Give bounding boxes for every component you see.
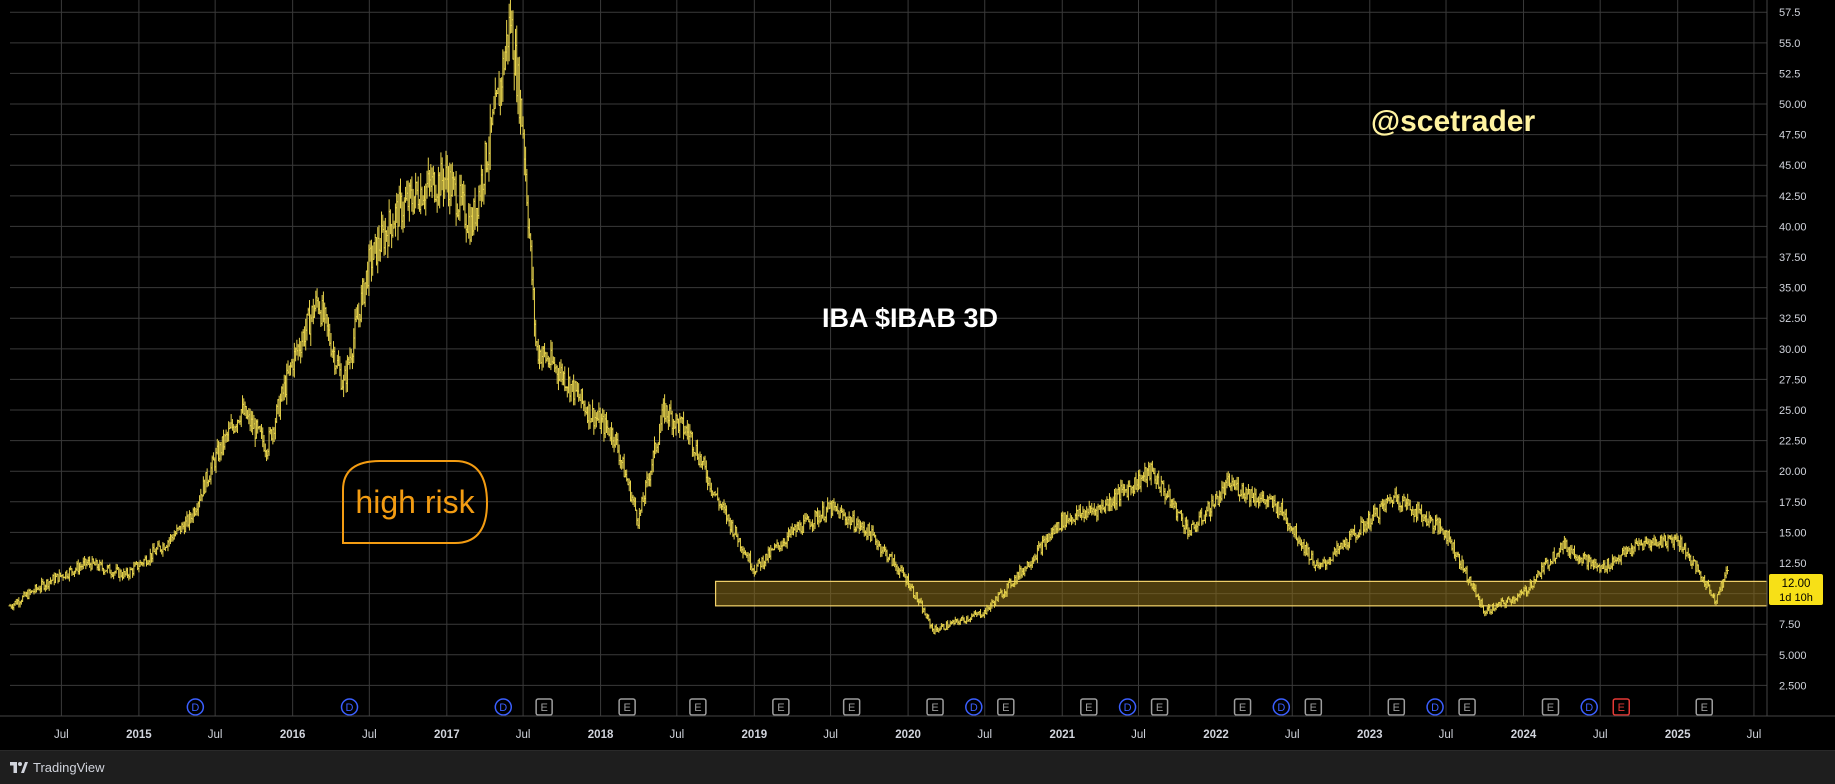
- x-tick-label: 2023: [1357, 729, 1383, 741]
- x-tick-label: Jul: [54, 729, 69, 741]
- x-tick-label: Jul: [1439, 729, 1454, 741]
- y-tick-label: 12.50: [1779, 558, 1807, 570]
- y-tick-label: 42.50: [1779, 191, 1807, 203]
- y-tick-label: 17.50: [1779, 497, 1807, 509]
- x-tick-label: Jul: [669, 729, 684, 741]
- x-tick-label: 2020: [895, 729, 921, 741]
- x-tick-label: Jul: [1131, 729, 1146, 741]
- x-tick-label: 2015: [126, 729, 152, 741]
- x-tick-label: 2017: [434, 729, 460, 741]
- y-tick-label: 25.00: [1779, 405, 1807, 417]
- x-tick-label: 2019: [742, 729, 768, 741]
- y-tick-label: 7.50: [1779, 619, 1800, 631]
- current-price: 12.00: [1782, 578, 1811, 590]
- y-tick-label: 15.00: [1779, 527, 1807, 539]
- y-tick-label: 35.00: [1779, 283, 1807, 295]
- watermark-handle: @scetrader: [1371, 105, 1536, 138]
- chart-background: [0, 0, 1835, 750]
- footer-bar: TradingView: [0, 750, 1835, 784]
- y-tick-label: 45.00: [1779, 160, 1807, 172]
- tradingview-logo[interactable]: TradingView: [10, 760, 105, 775]
- support-zone-rect[interactable]: [716, 581, 1767, 605]
- y-tick-label: 55.0: [1779, 38, 1800, 50]
- x-tick-label: 2022: [1203, 729, 1229, 741]
- x-tick-label: Jul: [516, 729, 531, 741]
- current-price-label: 12.00 1d 10h: [1769, 574, 1823, 605]
- countdown: 1d 10h: [1779, 592, 1813, 604]
- y-tick-label: 5.000: [1779, 650, 1807, 662]
- x-tick-label: 2024: [1511, 729, 1537, 741]
- chart-title: IBA $IBAB 3D: [822, 303, 998, 333]
- y-tick-label: 50.00: [1779, 99, 1807, 111]
- x-tick-label: Jul: [362, 729, 377, 741]
- y-tick-label: 40.00: [1779, 221, 1807, 233]
- x-tick-label: Jul: [977, 729, 992, 741]
- y-tick-label: 47.50: [1779, 130, 1807, 142]
- y-tick-label: 30.00: [1779, 344, 1807, 356]
- y-tick-label: 2.500: [1779, 680, 1807, 692]
- x-tick-label: Jul: [1747, 729, 1762, 741]
- support-zone: [716, 581, 1767, 605]
- y-tick-label: 57.5: [1779, 7, 1800, 19]
- y-tick-label: 32.50: [1779, 313, 1807, 325]
- brand-name: TradingView: [33, 760, 105, 775]
- x-tick-label: Jul: [823, 729, 838, 741]
- tradingview-icon: [10, 762, 28, 773]
- x-tick-label: 2025: [1665, 729, 1691, 741]
- x-tick-label: 2018: [588, 729, 614, 741]
- y-tick-label: 22.50: [1779, 436, 1807, 448]
- y-tick-label: 20.00: [1779, 466, 1807, 478]
- x-tick-label: Jul: [1285, 729, 1300, 741]
- y-tick-label: 27.50: [1779, 374, 1807, 386]
- x-tick-label: 2016: [280, 729, 306, 741]
- x-tick-label: Jul: [208, 729, 223, 741]
- x-tick-label: 2021: [1049, 729, 1075, 741]
- y-tick-label: 37.50: [1779, 252, 1807, 264]
- y-tick-label: 52.5: [1779, 68, 1800, 80]
- annotation-text: high risk: [355, 484, 475, 520]
- x-tick-label: Jul: [1593, 729, 1608, 741]
